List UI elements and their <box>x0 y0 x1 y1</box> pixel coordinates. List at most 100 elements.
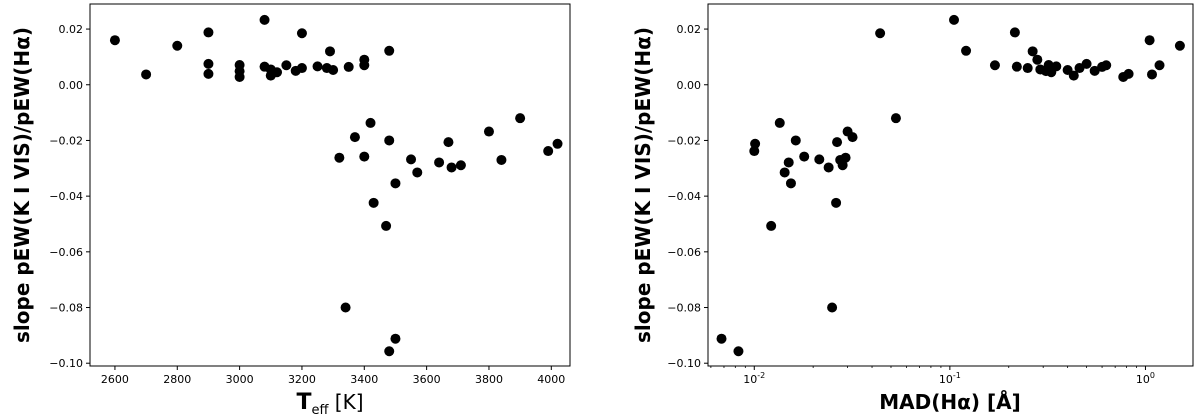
right-x-ticks: 10-2 10-1 100 <box>710 366 1155 386</box>
data-point <box>774 117 785 128</box>
data-point <box>1089 65 1100 76</box>
data-point <box>359 151 370 162</box>
data-point <box>1081 58 1092 69</box>
data-point <box>406 154 417 165</box>
data-point <box>733 346 744 357</box>
y-tick-label: −0.04 <box>49 190 83 203</box>
data-point <box>875 28 886 39</box>
data-point <box>381 220 392 231</box>
data-point <box>515 113 526 124</box>
x-tick-label: 3200 <box>288 373 316 386</box>
data-point <box>949 14 960 25</box>
data-point <box>1101 60 1112 71</box>
data-point <box>296 63 307 74</box>
y-tick-label: 0.00 <box>59 79 84 92</box>
data-point <box>989 60 1000 71</box>
data-point <box>483 126 494 137</box>
data-point <box>141 69 152 80</box>
y-tick-label: −0.10 <box>667 357 701 370</box>
data-point <box>847 132 858 143</box>
data-point <box>384 346 395 357</box>
data-point <box>390 178 401 189</box>
right-plot-frame <box>707 3 1194 367</box>
right-scatter-panel: 10-2 10-1 100 0.02 0.00 −0.02 −0.04 −0.06 −0.08… <box>631 3 1194 414</box>
data-point <box>1051 61 1062 72</box>
data-point <box>831 197 842 208</box>
data-point <box>365 117 376 128</box>
data-point <box>203 68 214 79</box>
y-tick-label: −0.02 <box>49 134 83 147</box>
data-point <box>1011 61 1022 72</box>
left-x-ticks: 2600 2800 3000 3200 3400 3600 3800 4000 <box>101 366 565 386</box>
data-point <box>750 138 761 149</box>
data-point <box>446 162 457 173</box>
data-point <box>203 58 214 69</box>
y-tick-label: 0.02 <box>59 23 84 36</box>
data-point <box>716 333 727 344</box>
data-point <box>334 152 345 163</box>
data-point <box>1068 70 1079 81</box>
data-point <box>203 27 214 38</box>
left-data-points <box>109 14 563 357</box>
data-point <box>312 61 323 72</box>
y-tick-label: −0.08 <box>667 302 701 315</box>
x-tick-label: 100 <box>1136 371 1155 386</box>
data-point <box>779 167 790 178</box>
data-point <box>172 40 183 51</box>
data-point <box>368 197 379 208</box>
data-point <box>552 138 563 149</box>
y-tick-label: −0.02 <box>667 134 701 147</box>
data-point <box>840 152 851 163</box>
data-point <box>496 154 507 165</box>
data-point <box>961 45 972 56</box>
y-tick-label: 0.00 <box>677 79 702 92</box>
data-point <box>296 28 307 39</box>
right-y-ticks: 0.02 0.00 −0.02 −0.04 −0.06 −0.08 −0.10 <box>667 23 708 370</box>
data-point <box>349 132 360 143</box>
data-point <box>837 160 848 171</box>
x-tick-label: 10-1 <box>939 371 961 386</box>
x-tick-label: 3400 <box>350 373 378 386</box>
data-point <box>1032 54 1043 65</box>
x-tick-label: 3600 <box>413 373 441 386</box>
data-point <box>455 160 466 171</box>
data-point <box>785 178 796 189</box>
data-point <box>827 302 838 313</box>
right-data-points <box>716 14 1185 357</box>
data-point <box>799 151 810 162</box>
x-tick-label: 3000 <box>226 373 254 386</box>
data-point <box>766 220 777 231</box>
data-point <box>1027 46 1038 57</box>
data-point <box>783 157 794 168</box>
x-tick-label: 4000 <box>537 373 565 386</box>
data-point <box>814 154 825 165</box>
data-point <box>340 302 351 313</box>
x-tick-label: 10-2 <box>743 371 765 386</box>
right-x-axis-label: MAD(Hα) [Å] <box>879 390 1020 414</box>
y-tick-label: −0.06 <box>667 246 701 259</box>
data-point <box>234 71 245 82</box>
left-y-axis-label: slope pEW(K I VIS)/pEW(Hα) <box>10 27 34 343</box>
x-tick-label: 2600 <box>101 373 129 386</box>
x-tick-label: 2800 <box>163 373 191 386</box>
right-y-axis-label: slope pEW(K I VIS)/pEW(Hα) <box>631 27 655 343</box>
data-point <box>443 137 454 148</box>
data-point <box>390 333 401 344</box>
data-point <box>434 157 445 168</box>
data-point <box>1123 68 1134 79</box>
x-tick-label: 3800 <box>475 373 503 386</box>
left-y-ticks: 0.02 0.00 −0.02 −0.04 −0.06 −0.08 −0.10 <box>49 23 90 370</box>
data-point <box>832 137 843 148</box>
data-point <box>412 167 423 178</box>
data-point <box>1174 40 1185 51</box>
data-point <box>1009 27 1020 38</box>
data-point <box>259 14 270 25</box>
data-point <box>543 146 554 157</box>
y-tick-label: −0.06 <box>49 246 83 259</box>
data-point <box>281 60 292 71</box>
left-plot-frame <box>89 3 571 367</box>
data-point <box>384 45 395 56</box>
data-point <box>359 60 370 71</box>
data-point <box>384 135 395 146</box>
